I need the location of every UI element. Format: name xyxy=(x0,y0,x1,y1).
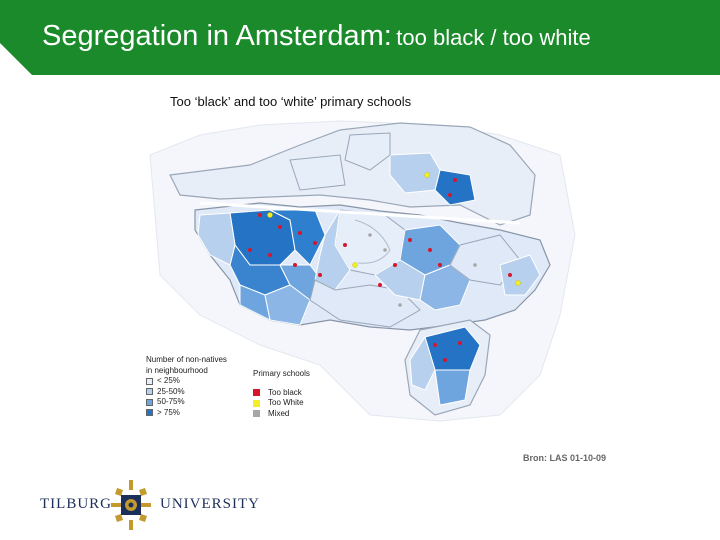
district-west-7 xyxy=(264,284,311,326)
schools-too-white xyxy=(267,172,521,286)
legend-swatch xyxy=(146,377,153,385)
legend-item-label: > 75% xyxy=(157,407,180,417)
legend-dot xyxy=(253,399,260,407)
source-note: Bron: LAS 01-10-09 xyxy=(523,453,607,463)
legend-non-natives: Number of non-natives in neighbourhood <… xyxy=(146,355,227,418)
logo-text-right: UNIVERSITY xyxy=(160,496,260,512)
slide-title: Segregation in Amsterdam: too black / to… xyxy=(42,20,591,53)
legend-item: Mixed xyxy=(253,409,310,420)
legend-item-label: Mixed xyxy=(268,408,290,418)
district-bijlmer-2 xyxy=(434,369,471,406)
district-west-5 xyxy=(197,212,236,266)
schools-too-black xyxy=(248,178,512,362)
district-centre-canal xyxy=(354,219,391,264)
district-east-5 xyxy=(499,254,541,296)
legend-item: > 75% xyxy=(146,408,227,419)
slide-header: Segregation in Amsterdam: too black / to… xyxy=(0,0,720,75)
legend-swatch xyxy=(146,388,153,396)
legend-item-label: 25-50% xyxy=(157,386,185,396)
legend-item-label: Too White xyxy=(268,398,304,407)
header-bar xyxy=(0,0,720,75)
map-north-region xyxy=(169,122,536,226)
legend-item: Too black xyxy=(253,388,310,399)
legend-dot xyxy=(253,410,260,418)
amsterdam-map xyxy=(149,120,576,422)
schools-mixed xyxy=(368,233,477,307)
legend-item: 25-50% xyxy=(146,387,227,398)
district-north-4 xyxy=(289,154,346,191)
legend-schools-heading: Primary schools xyxy=(253,369,310,378)
legend-schools: Primary schools Too black Too White Mixe… xyxy=(253,369,310,419)
legend-swatch xyxy=(146,409,153,417)
legend-heading-1: Number of non-natives xyxy=(146,355,227,364)
legend-item-label: 50-75% xyxy=(157,397,185,406)
legend-heading-2: in neighbourhood xyxy=(146,365,208,375)
legend-item: < 25% xyxy=(146,376,227,387)
logo-text-left: TILBURG xyxy=(40,496,112,512)
legend-item-label: < 25% xyxy=(157,376,180,385)
legend-swatch xyxy=(146,398,153,406)
ij-water xyxy=(199,201,521,225)
legend-item: Too White xyxy=(253,398,310,409)
district-centre-south xyxy=(314,209,351,291)
legend-item: 50-75% xyxy=(146,397,227,408)
district-north-2 xyxy=(389,152,441,194)
tilburg-university-logo: TILBURG UNIVERSITY xyxy=(40,478,259,534)
legend-item-label: Too black xyxy=(268,387,302,397)
district-north-3 xyxy=(344,132,391,171)
legend-dot xyxy=(253,389,260,397)
slide-title-main: Segregation in Amsterdam: xyxy=(42,20,392,52)
district-bijlmer-3 xyxy=(409,335,436,391)
slide-title-sub: too black / too white xyxy=(396,25,591,50)
tilburg-emblem-icon xyxy=(111,480,151,530)
map-title: Too ‘black’ and too ‘white’ primary scho… xyxy=(170,94,412,109)
